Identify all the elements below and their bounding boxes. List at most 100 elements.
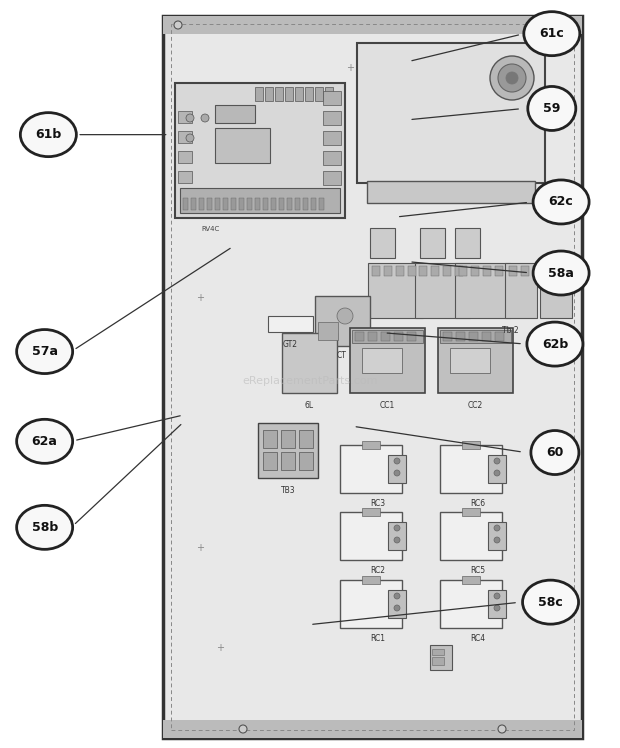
Bar: [315, 296, 370, 346]
Bar: [191, 198, 196, 210]
Bar: [483, 266, 491, 276]
Text: 62c: 62c: [549, 195, 574, 209]
Bar: [183, 198, 188, 210]
Bar: [396, 266, 404, 276]
Bar: [295, 198, 300, 210]
Bar: [440, 512, 502, 560]
Bar: [178, 171, 192, 183]
Bar: [432, 649, 444, 655]
Bar: [223, 198, 228, 210]
Bar: [505, 263, 537, 318]
Circle shape: [498, 725, 506, 733]
Circle shape: [494, 470, 500, 476]
Text: 60: 60: [546, 446, 564, 459]
Bar: [440, 580, 502, 628]
Circle shape: [494, 458, 500, 464]
Bar: [362, 576, 380, 584]
Bar: [381, 332, 390, 341]
Bar: [180, 188, 340, 213]
Bar: [323, 131, 341, 145]
Bar: [268, 316, 313, 332]
Text: RC3: RC3: [370, 499, 386, 508]
Bar: [450, 348, 490, 373]
Circle shape: [201, 114, 209, 122]
Bar: [362, 348, 402, 373]
Ellipse shape: [531, 431, 579, 474]
Bar: [258, 423, 318, 478]
Bar: [281, 452, 295, 470]
Circle shape: [239, 725, 247, 733]
Bar: [275, 87, 283, 101]
Circle shape: [186, 114, 194, 122]
Bar: [509, 266, 517, 276]
Ellipse shape: [17, 506, 73, 549]
Circle shape: [394, 525, 400, 531]
Text: +: +: [346, 63, 354, 73]
Bar: [540, 263, 572, 318]
Bar: [388, 522, 406, 550]
Bar: [459, 266, 467, 276]
Bar: [455, 266, 463, 276]
Bar: [207, 198, 212, 210]
Bar: [282, 333, 337, 393]
Circle shape: [174, 21, 182, 29]
Bar: [471, 266, 479, 276]
Bar: [432, 657, 444, 665]
Bar: [372, 266, 380, 276]
Bar: [215, 128, 270, 163]
Circle shape: [506, 72, 518, 84]
Bar: [163, 16, 582, 34]
Bar: [247, 198, 252, 210]
Bar: [488, 590, 506, 618]
Bar: [271, 198, 276, 210]
Bar: [455, 263, 510, 318]
Bar: [340, 580, 402, 628]
Bar: [318, 322, 338, 340]
Bar: [482, 332, 491, 341]
Bar: [521, 266, 529, 276]
Text: eReplacementParts.com: eReplacementParts.com: [242, 376, 378, 387]
Text: RC1: RC1: [371, 634, 386, 643]
Bar: [357, 43, 545, 183]
Bar: [305, 87, 313, 101]
Circle shape: [494, 605, 500, 611]
Bar: [495, 332, 504, 341]
Bar: [215, 198, 220, 210]
Bar: [340, 445, 402, 493]
Ellipse shape: [527, 322, 583, 366]
Bar: [323, 91, 341, 105]
Bar: [199, 198, 204, 210]
Ellipse shape: [523, 580, 578, 624]
Ellipse shape: [533, 180, 589, 224]
Bar: [545, 266, 553, 276]
Bar: [462, 576, 480, 584]
Text: CC2: CC2: [467, 401, 482, 410]
Ellipse shape: [528, 87, 576, 130]
Text: +: +: [216, 643, 224, 653]
Bar: [462, 441, 480, 449]
Bar: [440, 445, 502, 493]
Text: 57a: 57a: [32, 345, 58, 358]
Bar: [456, 332, 465, 341]
Bar: [303, 198, 308, 210]
Bar: [323, 111, 341, 125]
Text: 58b: 58b: [32, 521, 58, 534]
Bar: [419, 266, 427, 276]
Bar: [295, 87, 303, 101]
Ellipse shape: [524, 12, 580, 55]
Text: RV4C: RV4C: [201, 226, 219, 232]
Circle shape: [394, 605, 400, 611]
Bar: [438, 328, 513, 393]
Text: Tb 2: Tb 2: [502, 326, 518, 335]
Bar: [533, 266, 541, 276]
Bar: [215, 105, 255, 123]
Bar: [279, 198, 284, 210]
Text: 58c: 58c: [538, 595, 563, 609]
Bar: [420, 228, 445, 258]
Bar: [362, 441, 380, 449]
Text: GT2: GT2: [283, 340, 298, 349]
Bar: [281, 430, 295, 448]
Circle shape: [394, 537, 400, 543]
Bar: [285, 87, 293, 101]
Bar: [556, 266, 564, 276]
